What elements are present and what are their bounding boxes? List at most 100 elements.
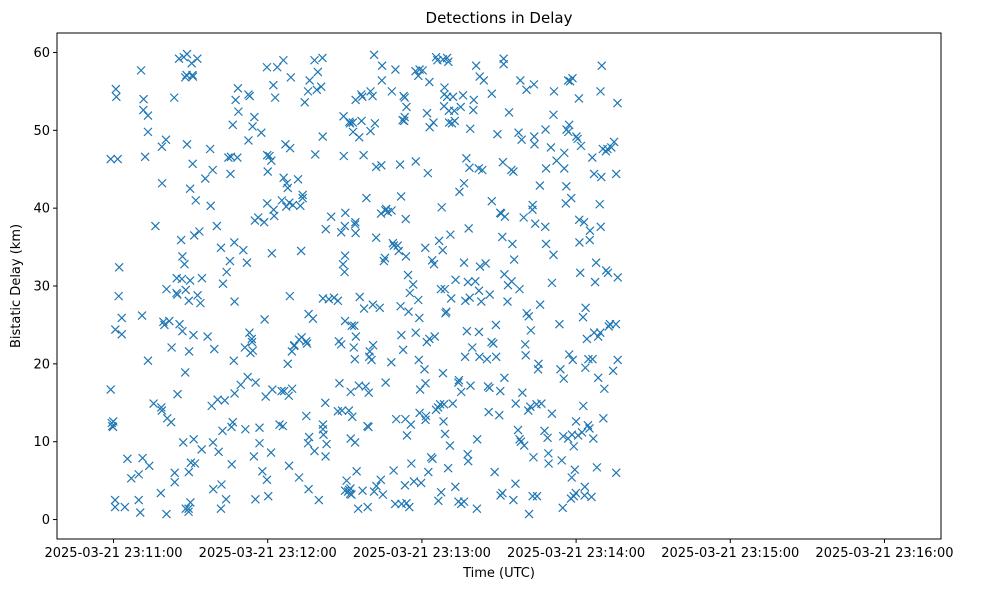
- data-point: [364, 422, 373, 432]
- data-point: [611, 169, 621, 179]
- data-point: [588, 354, 597, 364]
- data-point: [310, 55, 319, 65]
- data-point: [423, 168, 433, 178]
- data-point: [402, 498, 411, 508]
- data-point: [498, 157, 508, 167]
- data-point: [340, 267, 349, 277]
- data-point: [351, 228, 361, 238]
- data-point: [357, 116, 366, 126]
- data-point: [233, 83, 243, 93]
- data-point: [350, 354, 360, 364]
- data-point: [598, 413, 608, 423]
- data-point: [245, 91, 255, 101]
- data-point: [177, 251, 187, 261]
- data-point: [475, 352, 484, 362]
- data-point: [194, 227, 204, 236]
- data-point: [613, 355, 623, 365]
- data-point: [459, 497, 469, 507]
- data-point: [535, 300, 545, 310]
- data-point: [391, 414, 401, 424]
- data-point: [321, 224, 331, 234]
- data-point: [379, 256, 389, 266]
- data-point: [310, 150, 320, 159]
- data-point: [596, 172, 606, 182]
- data-point: [143, 111, 153, 120]
- data-point: [613, 98, 622, 108]
- data-point: [463, 449, 473, 459]
- y-tick-label: 50: [33, 124, 50, 139]
- data-point: [434, 236, 444, 246]
- data-point: [597, 61, 607, 71]
- data-point: [242, 258, 252, 268]
- x-tick-label: 2025-03-21 23:16:00: [815, 546, 953, 561]
- data-point: [440, 284, 450, 294]
- data-point: [459, 258, 469, 268]
- data-point: [283, 183, 293, 193]
- data-point: [552, 156, 561, 166]
- data-point: [277, 195, 287, 205]
- data-point: [227, 459, 237, 469]
- data-point: [567, 473, 577, 482]
- x-tick-label: 2025-03-21 23:12:00: [199, 546, 337, 561]
- data-point: [575, 268, 585, 278]
- data-point: [278, 55, 288, 65]
- data-point: [515, 76, 525, 85]
- data-point: [189, 434, 199, 444]
- data-point: [177, 326, 187, 336]
- data-point: [528, 200, 538, 210]
- data-point: [170, 468, 180, 478]
- data-point: [249, 112, 259, 122]
- data-point: [409, 476, 419, 486]
- data-point: [351, 332, 361, 342]
- data-point: [491, 352, 501, 362]
- data-point: [439, 417, 448, 426]
- data-point: [455, 187, 464, 197]
- data-point: [197, 273, 207, 283]
- data-point: [479, 76, 489, 85]
- data-point: [544, 459, 554, 468]
- data-point: [355, 292, 365, 302]
- data-point: [279, 173, 289, 183]
- y-tick-label: 20: [33, 357, 50, 372]
- data-point: [448, 92, 458, 102]
- data-point: [361, 381, 371, 391]
- data-point: [222, 267, 232, 277]
- data-point: [342, 476, 352, 486]
- data-point: [462, 326, 472, 336]
- data-point: [519, 213, 529, 222]
- data-point: [595, 199, 605, 209]
- data-point: [192, 54, 202, 64]
- data-point: [247, 337, 257, 347]
- data-point: [170, 477, 180, 487]
- data-point: [140, 152, 150, 162]
- x-tick-label: 2025-03-21 23:11:00: [44, 546, 182, 561]
- data-point: [263, 491, 273, 501]
- data-point: [340, 221, 350, 231]
- data-point: [253, 213, 263, 222]
- y-tick-label: 10: [33, 435, 50, 450]
- data-point: [524, 311, 534, 321]
- data-point: [334, 378, 344, 388]
- data-point: [157, 142, 167, 152]
- data-point: [448, 399, 458, 408]
- data-point: [580, 363, 590, 373]
- data-point: [549, 110, 558, 120]
- data-point: [259, 217, 269, 227]
- data-point: [568, 355, 578, 365]
- data-point: [178, 438, 188, 447]
- data-point: [404, 307, 413, 317]
- data-point: [424, 334, 434, 344]
- data-point: [166, 417, 176, 427]
- data-point: [422, 108, 432, 118]
- data-point: [350, 220, 360, 229]
- data-point: [497, 232, 507, 242]
- data-point: [604, 322, 614, 331]
- data-point: [110, 495, 120, 505]
- data-point: [380, 253, 390, 263]
- data-point: [191, 195, 201, 205]
- data-point: [400, 93, 410, 103]
- data-point: [396, 330, 406, 340]
- data-point: [491, 320, 501, 330]
- data-point: [347, 321, 357, 331]
- data-point: [459, 178, 469, 188]
